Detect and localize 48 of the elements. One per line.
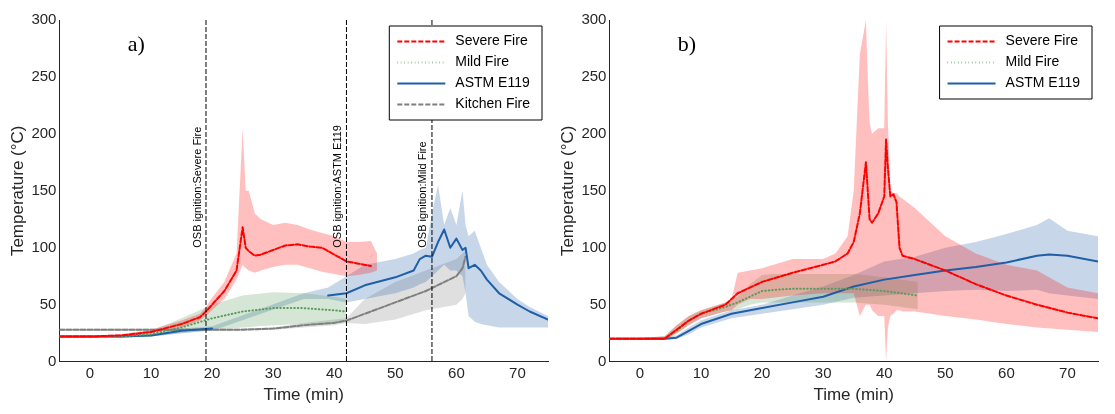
x-tick-label: 30 — [814, 363, 832, 381]
y-tick-label: 50 — [39, 294, 57, 312]
y-tick-label: 0 — [598, 351, 607, 369]
legend-label: Mild Fire — [1005, 53, 1060, 70]
x-tick-label: 40 — [875, 363, 893, 381]
y-tick-label: 0 — [48, 351, 57, 369]
y-tick-label: 150 — [581, 180, 607, 198]
legend-label: ASTM E119 — [1005, 74, 1081, 91]
x-tick-label: 50 — [386, 363, 404, 381]
x-tick-label: 10 — [142, 363, 160, 381]
x-tick-label: 60 — [998, 363, 1015, 381]
y-tick-label: 50 — [589, 294, 607, 312]
x-tick-label: 70 — [509, 363, 526, 381]
y-tick-label: 100 — [581, 237, 607, 255]
x-axis-title: Time (min) — [813, 385, 895, 405]
y-tick-label: 300 — [581, 10, 607, 28]
y-axis-title: Temperature (°C) — [557, 125, 577, 257]
ref-line-label: OSB ignition:ASTM E119 — [330, 125, 343, 248]
ref-line-label: OSB ignition:Severe Fire — [190, 126, 203, 248]
x-tick-label: 70 — [1059, 363, 1076, 381]
annotation: a) — [127, 30, 145, 56]
y-tick-label: 200 — [581, 124, 607, 142]
legend-label: Severe Fire — [455, 32, 528, 49]
y-tick-label: 100 — [31, 237, 57, 255]
line-series — [59, 226, 372, 338]
x-tick-label: 20 — [753, 363, 771, 381]
line-series — [609, 138, 1098, 340]
x-tick-label: 40 — [325, 363, 343, 381]
x-tick-label: 50 — [936, 363, 954, 381]
y-tick-label: 150 — [31, 180, 57, 198]
y-tick-label: 200 — [31, 124, 57, 142]
legend-label: Mild Fire — [455, 53, 510, 70]
legend-label: Severe Fire — [1005, 32, 1079, 49]
y-tick-label: 250 — [31, 67, 57, 85]
y-tick-label: 250 — [581, 67, 607, 85]
x-tick-label: 0 — [635, 363, 645, 381]
y-axis-title: Temperature (°C) — [7, 125, 27, 257]
annotation: b) — [677, 30, 697, 56]
x-tick-label: 20 — [203, 363, 221, 381]
legend-label: ASTM E119 — [455, 74, 530, 91]
x-tick-label: 0 — [85, 363, 95, 381]
legend-label: Kitchen Fire — [455, 95, 531, 112]
y-tick-label: 300 — [31, 10, 57, 28]
x-axis-title: Time (min) — [263, 385, 345, 405]
ref-line-label: OSB ignition:Mild Fire — [416, 141, 429, 248]
x-tick-label: 60 — [448, 363, 465, 381]
x-tick-label: 30 — [264, 363, 282, 381]
x-tick-label: 10 — [692, 363, 710, 381]
